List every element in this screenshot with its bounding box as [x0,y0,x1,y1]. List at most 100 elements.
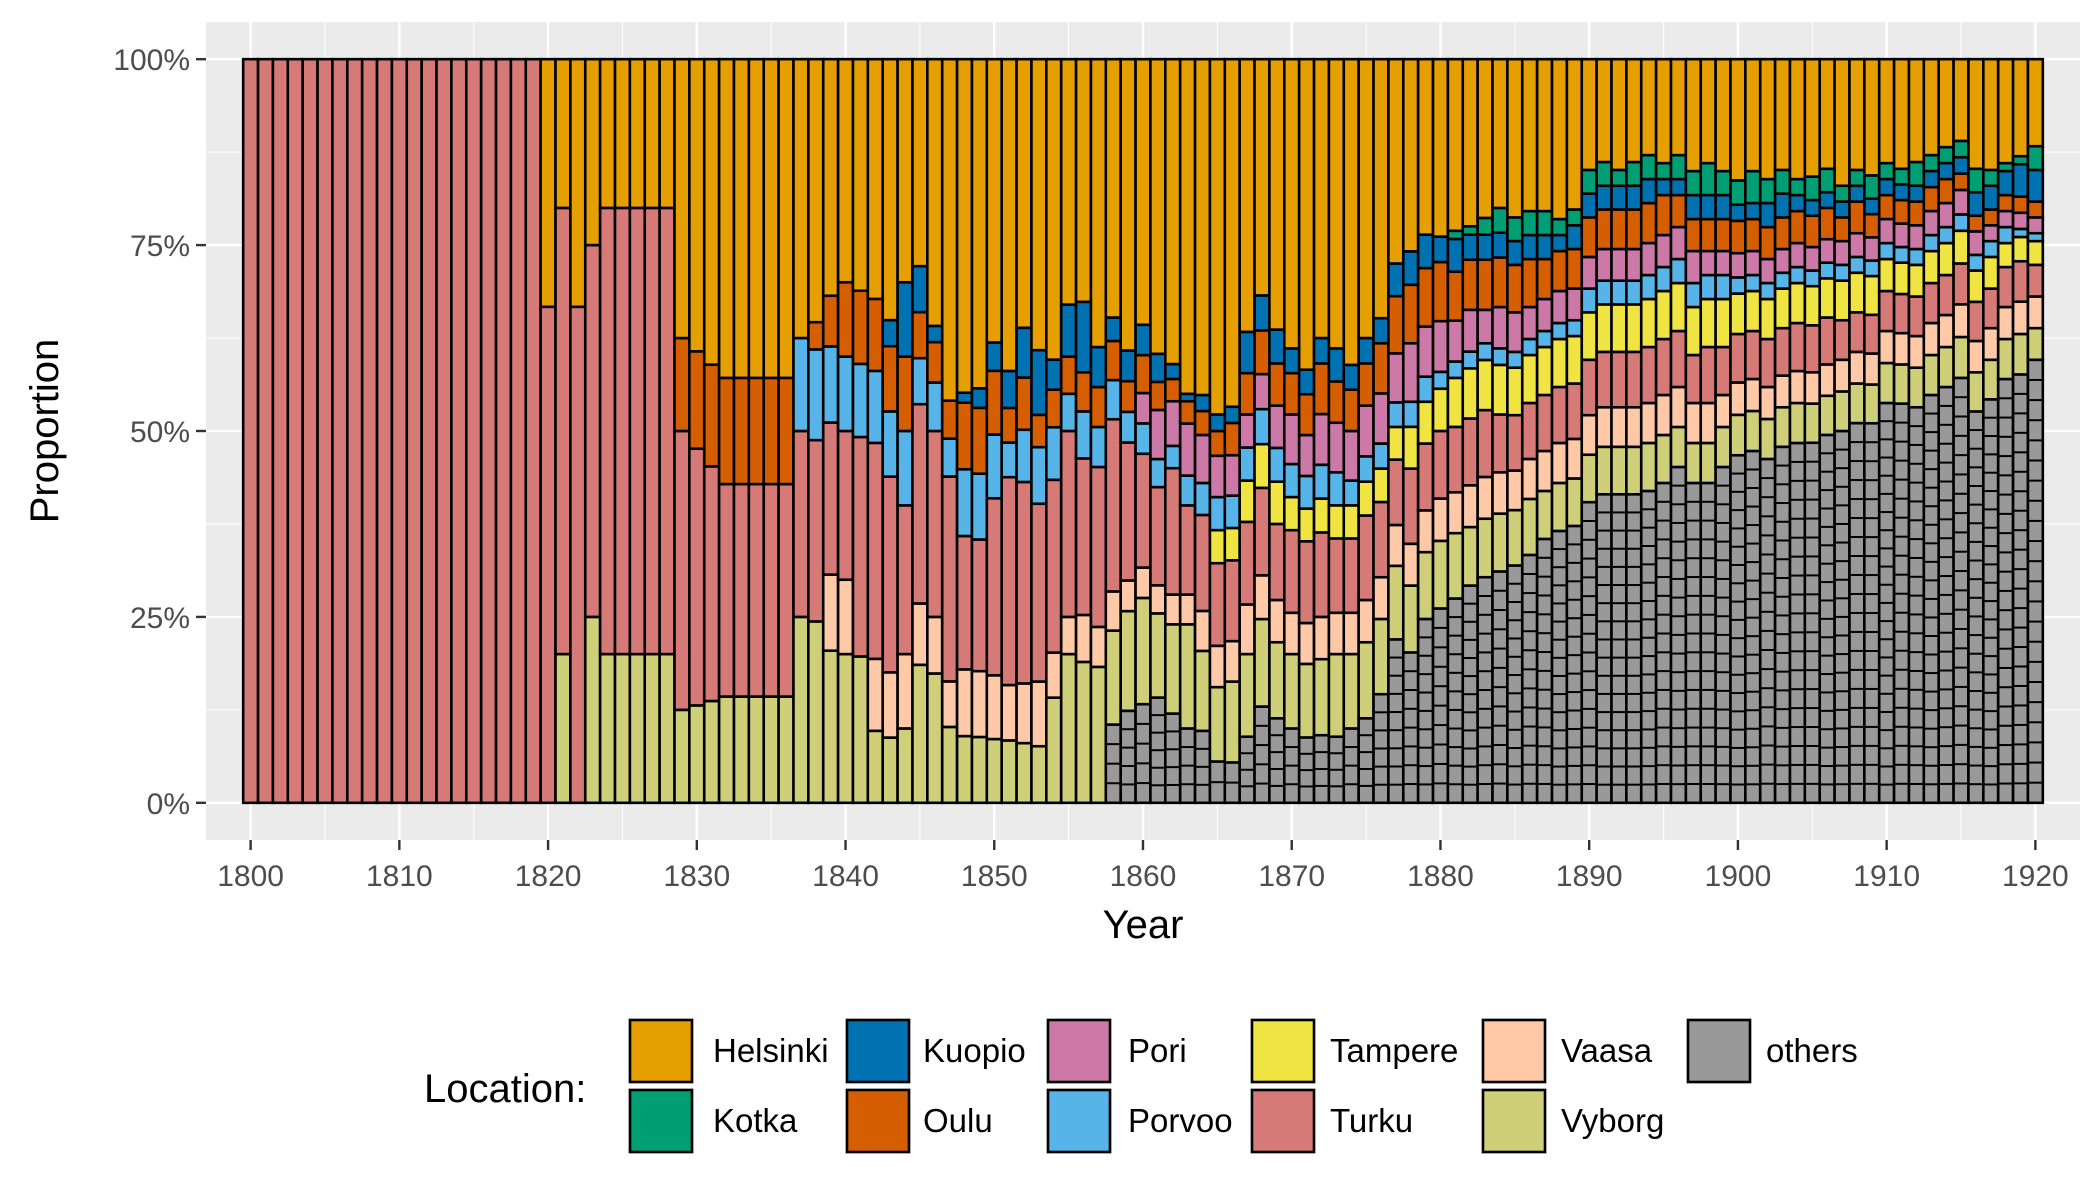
bar-segment-vyborg-1855 [1059,652,1078,805]
bar-segment-porvoo-1859 [1119,410,1137,444]
bar-segment-others-1911 [1892,402,1911,805]
bar-segment-porvoo-1901 [1744,273,1762,293]
bar-segment-pori-1877 [1387,352,1405,404]
bar-segment-others-1868 [1253,705,1271,805]
bar-segment-helsinki-1895 [1654,57,1673,165]
bar-segment-helsinki-1827 [643,57,661,210]
bar-segment-kuopio-1894 [1639,177,1658,205]
bar-segment-kuopio-1860 [1134,323,1152,357]
bar-segment-helsinki-1888 [1550,57,1569,221]
bar-segment-kotka-1895 [1654,161,1673,181]
year-bar-1883 [1476,57,1494,805]
bar-segment-pori-1892 [1610,247,1628,282]
bar-segment-pori-1860 [1134,391,1152,425]
bar-segment-porvoo-1914 [1937,225,1955,245]
bar-segment-turku-1864 [1193,513,1212,613]
bar-segment-oulu-1851 [1000,406,1018,444]
bar-segment-helsinki-1842 [866,57,885,301]
x-tick-label: 1830 [663,860,730,893]
bar-segment-turku-1818 [509,57,528,805]
y-tick-label: 75% [130,230,190,263]
bar-segment-vyborg-1826 [628,652,647,805]
bar-segment-helsinki-1862 [1164,57,1182,366]
bar-segment-oulu-1906 [1818,206,1836,241]
year-bar-1855 [1059,57,1078,805]
bar-segment-helsinki-1899 [1714,57,1732,173]
bar-segment-turku-1813 [435,57,453,805]
bar-segment-turku-1810 [390,57,409,805]
bar-segment-vaasa-1843 [881,671,899,739]
bar-segment-turku-1888 [1550,385,1569,445]
bar-segment-kotka-1908 [1848,168,1866,188]
bar-segment-helsinki-1877 [1387,57,1405,265]
bar-segment-tampere-1913 [1922,249,1941,285]
bar-segment-helsinki-1882 [1461,57,1479,228]
bar-segment-oulu-1887 [1535,257,1554,301]
year-bar-1841 [851,57,870,805]
bar-segment-kotka-1909 [1863,174,1881,200]
bar-segment-helsinki-1879 [1416,57,1435,236]
bar-segment-oulu-1855 [1059,355,1078,396]
bar-segment-kuopio-1866 [1223,405,1241,425]
year-bar-1881 [1446,57,1465,805]
year-bar-1853 [1030,57,1048,805]
bar-segment-turku-1861 [1149,485,1167,587]
bar-segment-turku-1815 [464,57,483,805]
bar-segment-oulu-1891 [1595,208,1613,251]
bar-segment-turku-1882 [1461,417,1479,487]
bar-segment-pori-1910 [1877,217,1896,245]
bar-segment-porvoo-1911 [1892,245,1911,265]
bar-segment-oulu-1838 [807,320,825,351]
bar-segment-oulu-1871 [1297,392,1316,437]
bar-segment-helsinki-1866 [1223,57,1241,409]
bar-segment-turku-1919 [2011,259,2030,303]
bar-segment-kotka-1915 [1952,139,1970,159]
bar-segment-turku-1816 [479,57,498,805]
bar-segment-others-1900 [1729,453,1747,805]
year-bar-1849 [970,57,989,805]
bar-segment-kuopio-1920 [2026,168,2045,203]
bar-segment-vaasa-1846 [926,615,944,675]
bar-segment-tampere-1883 [1476,358,1494,412]
bar-segment-kotka-1890 [1580,168,1598,195]
bar-segment-vyborg-1875 [1357,640,1375,720]
bar-segment-turku-1901 [1744,329,1762,381]
bar-segment-helsinki-1860 [1134,57,1152,327]
bar-segment-porvoo-1838 [807,348,825,442]
bar-segment-oulu-1877 [1387,294,1405,355]
year-bar-1889 [1565,57,1584,805]
bar-segment-kuopio-1899 [1714,193,1732,221]
bar-segment-tampere-1879 [1416,400,1435,445]
bar-segment-helsinki-1914 [1937,57,1955,149]
bar-segment-vyborg-1916 [1967,370,1985,413]
bar-segment-turku-1829 [673,429,691,712]
bar-segment-kuopio-1878 [1401,250,1420,287]
bar-segment-porvoo-1891 [1595,279,1613,306]
bar-segment-vyborg-1858 [1104,629,1122,726]
bar-segment-kuopio-1865 [1208,413,1227,433]
bar-segment-porvoo-1885 [1506,350,1524,370]
bar-segment-vyborg-1912 [1907,366,1926,409]
bar-segment-pori-1885 [1506,311,1524,354]
bar-segment-turku-1902 [1758,337,1777,389]
bar-segment-turku-1835 [762,482,780,698]
bar-segment-tampere-1865 [1208,528,1227,565]
year-bar-1824 [598,57,617,805]
bar-segment-porvoo-1903 [1773,271,1792,290]
year-bar-1895 [1654,57,1673,805]
bar-segment-tampere-1871 [1297,507,1316,543]
bar-segment-helsinki-1859 [1119,57,1137,352]
bar-segment-turku-1892 [1610,350,1628,409]
year-bar-1826 [628,57,647,805]
legend-label-kotka: Kotka [713,1102,798,1139]
bar-segment-turku-1887 [1535,393,1554,453]
bar-segment-kuopio-1918 [1996,169,2015,197]
bar-segment-kuopio-1846 [926,324,944,344]
bar-segment-porvoo-1874 [1342,479,1360,507]
bar-segment-turku-1867 [1238,520,1256,606]
year-bar-1812 [420,57,438,805]
year-bar-1874 [1342,57,1360,805]
bar-segment-pori-1917 [1982,224,2000,243]
bar-segment-porvoo-1898 [1699,273,1717,301]
bar-segment-helsinki-1864 [1193,57,1212,397]
